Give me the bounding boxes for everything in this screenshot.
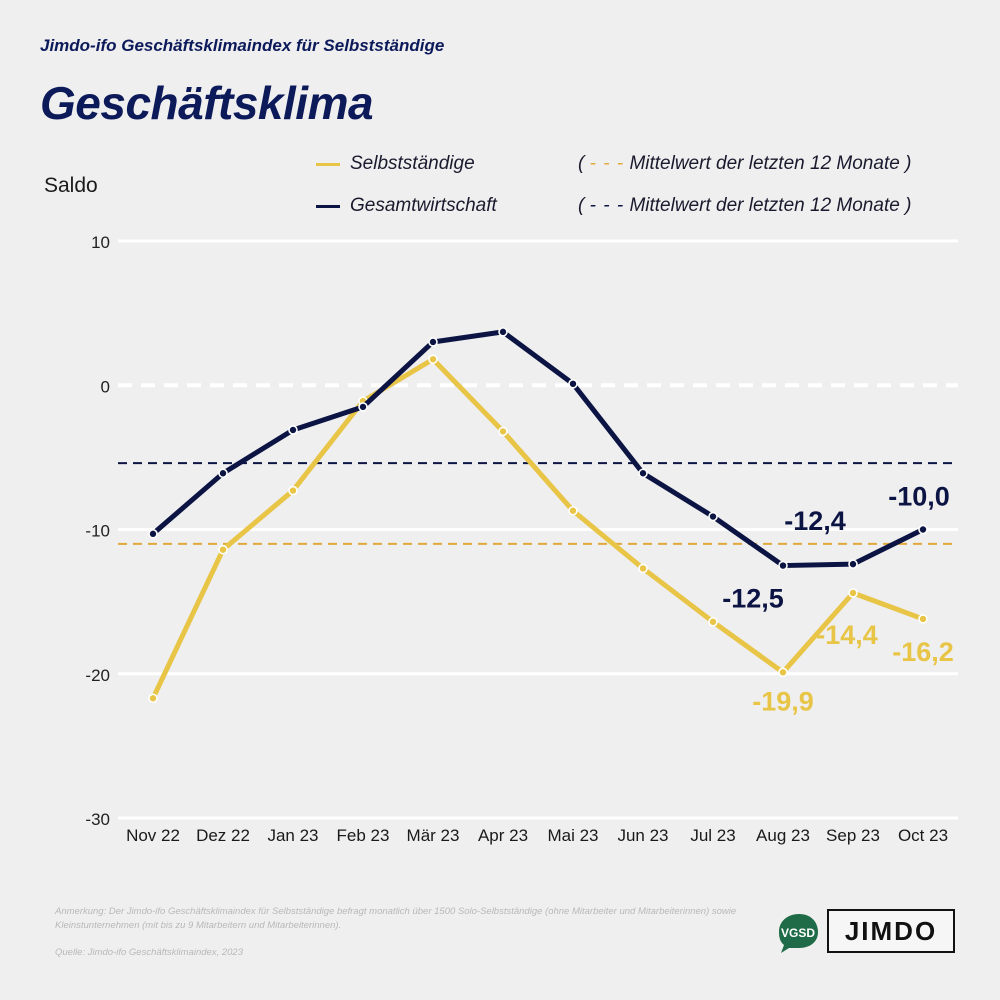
x-tick-label: Mär 23 (407, 826, 460, 845)
legend-swatch-yellow (316, 162, 340, 166)
legend-item-gesamtwirtschaft: Gesamtwirtschaft (316, 195, 497, 217)
x-tick-label: Nov 22 (126, 826, 180, 845)
data-point-gesamtwirtschaft (218, 468, 228, 479)
data-point-selbststaendige (778, 667, 788, 678)
x-tick-label: Apr 23 (478, 826, 528, 845)
x-tick-label: Mai 23 (547, 826, 598, 845)
data-label: -12,4 (784, 506, 846, 536)
y-tick-label: -10 (85, 522, 110, 541)
x-tick-label: Jan 23 (267, 826, 318, 845)
data-label: -10,0 (888, 482, 950, 512)
data-label: -16,2 (892, 637, 954, 667)
x-tick-label: Aug 23 (756, 826, 810, 845)
source-note: Quelle: Jimdo-ifo Geschäftsklimaindex, 2… (55, 947, 243, 958)
data-label: -12,5 (722, 584, 784, 614)
x-tick-label: Dez 22 (196, 826, 250, 845)
legend-avg-label: Mittelwert der letzten 12 Monate (629, 195, 900, 216)
data-point-selbststaendige (918, 614, 928, 624)
legend-swatch-navy (316, 204, 340, 208)
data-point-gesamtwirtschaft (638, 468, 648, 479)
data-point-gesamtwirtschaft (288, 425, 298, 435)
data-point-selbststaendige (148, 693, 158, 704)
paren-close: ) (905, 195, 912, 216)
x-tick-label: Sep 23 (826, 826, 880, 845)
y-axis-label: Saldo (44, 174, 98, 197)
data-label: -14,4 (816, 620, 878, 650)
svg-text:VGSD: VGSD (781, 926, 815, 940)
data-point-selbststaendige (428, 354, 438, 365)
series-line-selbststaendige (150, 356, 926, 701)
chart-subtitle: Jimdo-ifo Geschäftsklimaindex für Selbst… (40, 36, 445, 55)
data-label: -19,9 (752, 686, 814, 716)
data-point-selbststaendige (288, 485, 298, 496)
legend-avg-label: Mittelwert der letzten 12 Monate (629, 153, 900, 174)
y-tick-label: -30 (85, 810, 110, 829)
legend-avg-gesamtwirtschaft: ( - - - Mittelwert der letzten 12 Monate… (578, 195, 911, 217)
y-tick-label: 10 (91, 233, 110, 252)
x-tick-label: Feb 23 (337, 826, 390, 845)
data-point-gesamtwirtschaft (708, 511, 718, 522)
footnote: Anmerkung: Der Jimdo-ifo Geschäftsklimai… (55, 906, 737, 931)
paren-close: ) (905, 153, 912, 174)
x-tick-label: Jun 23 (617, 826, 668, 845)
data-point-selbststaendige (848, 588, 858, 598)
vgsd-logo: VGSD (779, 914, 818, 953)
data-point-selbststaendige (498, 426, 508, 437)
dash-swatch-navy: - - - (589, 195, 625, 216)
data-point-selbststaendige (638, 563, 648, 574)
data-point-selbststaendige (568, 505, 578, 516)
y-tick-label: -20 (85, 666, 110, 685)
legend-item-selbststaendige: Selbstständige (316, 153, 475, 175)
paren-open: ( (578, 153, 585, 174)
data-point-gesamtwirtschaft (358, 402, 368, 412)
data-point-selbststaendige (218, 544, 228, 555)
x-tick-label: Oct 23 (898, 826, 948, 845)
data-point-gesamtwirtschaft (148, 529, 158, 539)
legend-label: Selbstständige (350, 153, 475, 174)
x-tick-label: Jul 23 (690, 826, 735, 845)
data-point-selbststaendige (708, 617, 718, 627)
data-point-gesamtwirtschaft (498, 327, 508, 337)
legend-avg-selbststaendige: ( - - - Mittelwert der letzten 12 Monate… (578, 153, 911, 175)
data-point-gesamtwirtschaft (428, 337, 438, 347)
legend-label: Gesamtwirtschaft (350, 195, 497, 216)
series-line-gesamtwirtschaft (150, 329, 926, 569)
data-point-gesamtwirtschaft (848, 559, 858, 569)
data-point-gesamtwirtschaft (568, 379, 578, 389)
jimdo-logo: JIMDO (827, 909, 955, 953)
paren-open: ( (578, 195, 585, 216)
y-tick-label: 0 (101, 377, 110, 396)
data-point-gesamtwirtschaft (778, 560, 788, 571)
dash-swatch-yellow: - - - (589, 153, 625, 174)
data-point-gesamtwirtschaft (918, 524, 928, 535)
chart-title: Geschäftsklima (40, 77, 374, 129)
